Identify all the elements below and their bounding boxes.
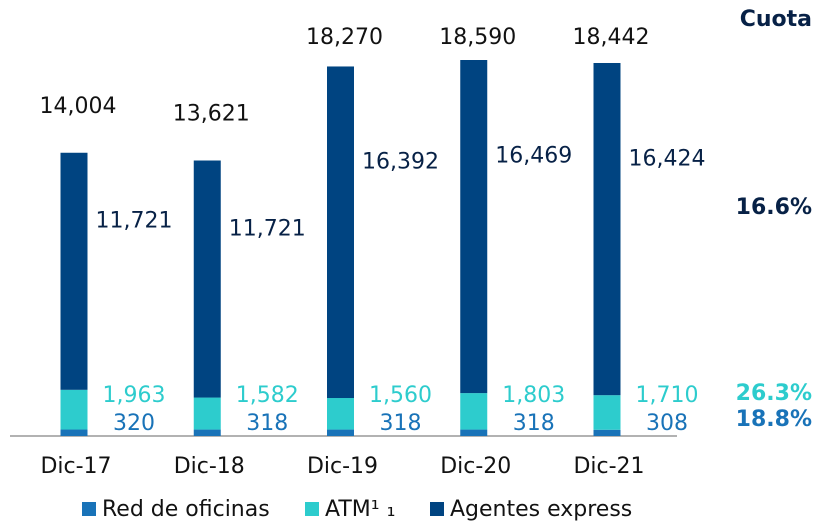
value-label: 1,560 [369, 383, 432, 408]
value-label: 318 [380, 411, 422, 436]
total-label: 13,621 [173, 102, 250, 127]
value-label: 16,424 [629, 146, 706, 171]
bar-segment [327, 429, 354, 436]
share-label: 18.8% [736, 407, 812, 432]
bar-segment [193, 160, 221, 398]
value-label: 1,963 [103, 383, 166, 408]
bar-segment [593, 395, 621, 430]
total-label: 18,442 [573, 25, 650, 50]
bar-segment [460, 393, 488, 430]
bar-segment [60, 152, 88, 390]
x-tick-label: Dic-19 [307, 454, 378, 479]
x-tick-label: Dic-20 [440, 454, 511, 479]
legend-label: Red de oficinas [102, 497, 270, 522]
value-label: 320 [113, 411, 155, 436]
bar-segment [593, 429, 621, 436]
legend-label: Agentes express [450, 497, 632, 522]
x-tick-label: Dic-18 [174, 454, 245, 479]
total-label: 18,270 [306, 25, 383, 50]
total-label: 18,590 [439, 25, 516, 50]
x-tick-label: Dic-21 [573, 454, 644, 479]
bar-segment [60, 389, 88, 430]
bar-segment [460, 429, 488, 436]
value-label: 16,392 [362, 150, 439, 175]
share-label: 16.6% [736, 195, 812, 220]
legend-swatch [430, 502, 444, 516]
bar-segment [193, 429, 221, 436]
value-label: 318 [513, 411, 555, 436]
legend-label: ATM¹ ₁ [325, 497, 395, 522]
legend-swatch [82, 502, 96, 516]
value-label: 1,803 [502, 383, 565, 408]
value-label: 11,721 [96, 209, 173, 234]
value-label: 1,710 [636, 383, 699, 408]
total-label: 14,004 [40, 94, 117, 119]
bar-segment [327, 398, 354, 430]
share-title: Cuota [740, 7, 812, 32]
legend-swatch [305, 502, 319, 516]
x-tick-label: Dic-17 [40, 454, 111, 479]
bar-segment [327, 66, 354, 399]
value-label: 1,582 [236, 383, 299, 408]
value-label: 308 [646, 411, 688, 436]
bar-segment [60, 429, 88, 436]
value-label: 16,469 [495, 144, 572, 169]
bar-segment [593, 62, 621, 396]
value-label: 318 [246, 411, 288, 436]
share-label: 26.3% [736, 381, 812, 406]
bar-segment [460, 60, 488, 394]
value-label: 11,721 [229, 216, 306, 241]
bar-segment [193, 397, 221, 430]
